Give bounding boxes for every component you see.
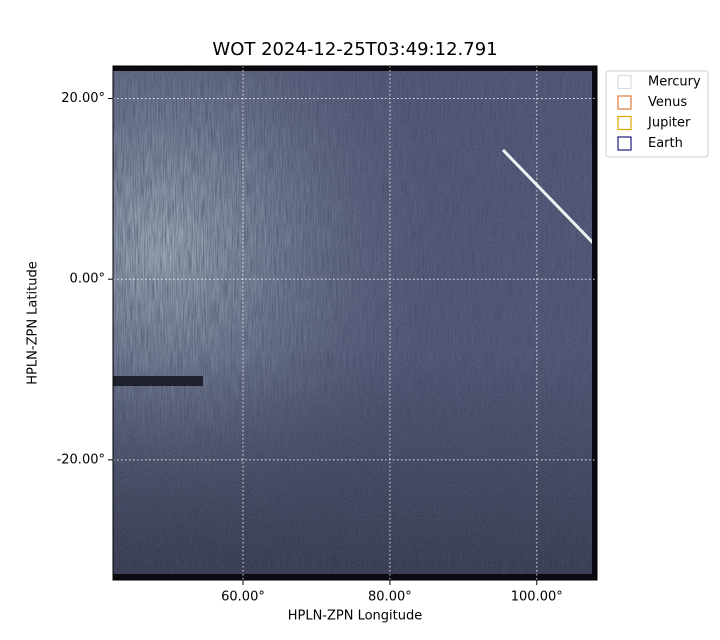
legend-label: Mercury — [648, 75, 701, 90]
legend-swatch — [617, 95, 632, 110]
legend-label: Venus — [648, 95, 687, 110]
grid — [113, 66, 597, 580]
x-axis-label: HPLN-ZPN Longitude — [288, 609, 423, 624]
legend-swatch — [617, 136, 632, 151]
plot-frame — [112, 65, 598, 581]
y-tick-label: -20.00° — [57, 452, 105, 467]
legend-label: Earth — [648, 136, 683, 151]
x-tick-label: 80.00° — [368, 590, 412, 605]
y-tick-label: 20.00° — [61, 91, 105, 106]
legend-label: Jupiter — [647, 116, 691, 131]
legend-swatch — [617, 74, 632, 90]
y-tick-label: 0.00° — [70, 272, 105, 287]
x-tick-label: 100.00° — [511, 590, 563, 605]
y-axis-label: HPLN-ZPN Latitude — [26, 261, 41, 384]
image — [113, 66, 597, 580]
chart-title: WOT 2024-12-25T03:49:12.791 — [212, 39, 497, 60]
x-tick-label: 60.00° — [221, 590, 265, 605]
legend: Mercury Venus Jupiter Earth — [605, 70, 709, 158]
legend-swatch — [617, 115, 632, 131]
